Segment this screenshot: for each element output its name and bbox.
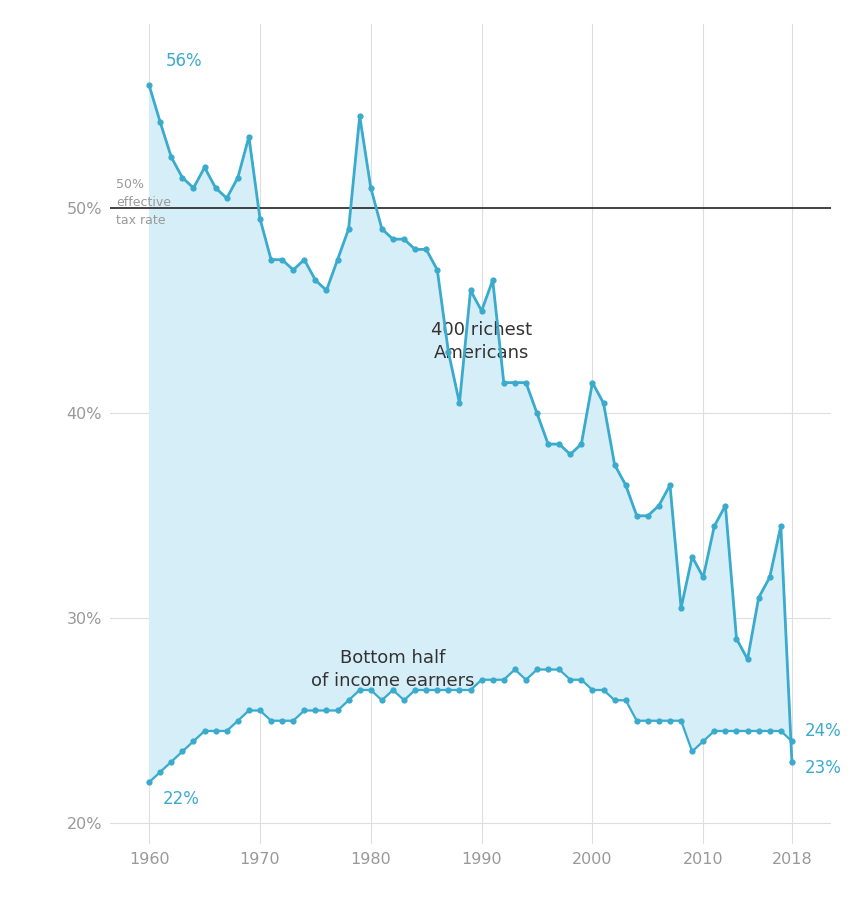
Text: 400 richest
Americans: 400 richest Americans [431,320,533,363]
Text: 23%: 23% [805,759,842,777]
Text: Bottom half
of income earners: Bottom half of income earners [311,649,475,690]
Text: 50%
effective
tax rate: 50% effective tax rate [116,177,171,227]
Text: 22%: 22% [162,789,199,807]
Text: 24%: 24% [805,722,842,740]
Text: 56%: 56% [166,52,203,70]
